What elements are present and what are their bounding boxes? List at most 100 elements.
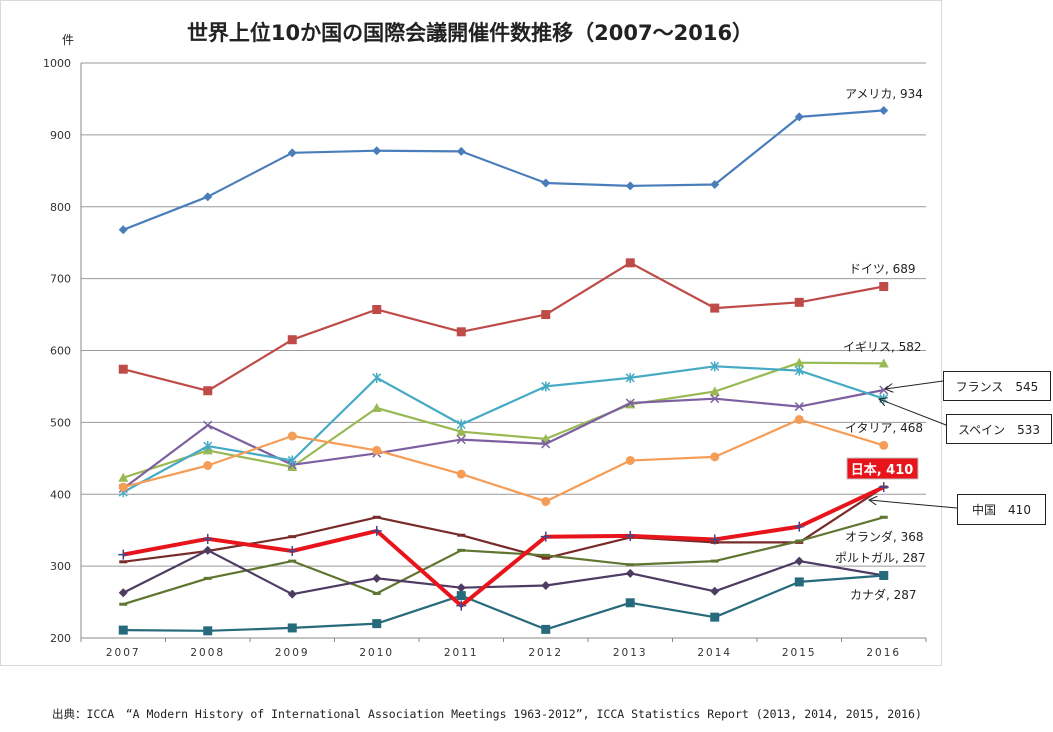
series-5-point-0 bbox=[118, 482, 128, 492]
series-1-point-8 bbox=[794, 297, 804, 307]
series-0-point-4 bbox=[456, 146, 466, 156]
series-9-point-3 bbox=[372, 573, 382, 583]
series-6-point-7 bbox=[709, 534, 720, 545]
label-italy: イタリア, 468 bbox=[845, 421, 923, 435]
label-portugal: ポルトガル, 287 bbox=[835, 551, 926, 565]
y-tick-400: 400 bbox=[50, 488, 71, 501]
series-4-point-2 bbox=[287, 455, 297, 466]
series-2-point-3 bbox=[371, 403, 382, 412]
callout-france: フランス 545 bbox=[943, 371, 1051, 401]
series-4-point-7 bbox=[710, 361, 720, 372]
series-1-line bbox=[123, 261, 885, 392]
series-3-point-5 bbox=[541, 439, 551, 449]
series-0-point-3 bbox=[372, 146, 382, 156]
series-4-point-1 bbox=[203, 441, 213, 452]
callout-france-text: フランス 545 bbox=[955, 379, 1039, 394]
series-10-point-0 bbox=[118, 625, 128, 635]
callout-spain-text: スペイン 533 bbox=[957, 422, 1041, 437]
series-5-point-4 bbox=[456, 469, 466, 479]
series-10-point-3 bbox=[372, 619, 382, 629]
x-tick-2011: 2011 bbox=[444, 647, 479, 659]
series-9-point-1 bbox=[203, 545, 213, 555]
series-9-point-2 bbox=[287, 589, 297, 599]
series-10-point-1 bbox=[203, 626, 213, 636]
label-canada: カナダ, 287 bbox=[850, 587, 917, 602]
x-tick-2013: 2013 bbox=[613, 647, 648, 659]
series-6-point-8 bbox=[794, 521, 805, 532]
source-citation: 出典：ICCA “A Modern History of Internation… bbox=[52, 707, 922, 721]
label-netherlands: オランダ, 368 bbox=[845, 529, 924, 544]
series-5-point-9 bbox=[879, 440, 889, 450]
series-1-point-9 bbox=[879, 282, 889, 292]
series-1-point-4 bbox=[456, 327, 466, 337]
series-10-line bbox=[123, 574, 884, 632]
series-1-point-3 bbox=[372, 305, 382, 315]
series-3 bbox=[118, 385, 889, 494]
chart-frame bbox=[0, 0, 942, 666]
series-4-point-6 bbox=[625, 372, 635, 383]
series-0 bbox=[118, 105, 889, 235]
series-9-point-5 bbox=[541, 581, 551, 591]
series-0-line bbox=[122, 109, 884, 231]
series-6-point-1 bbox=[202, 533, 213, 544]
y-tick-600: 600 bbox=[50, 345, 71, 358]
y-tick-500: 500 bbox=[50, 416, 71, 429]
series-1-point-1 bbox=[203, 386, 213, 396]
x-tick-2009: 2009 bbox=[275, 647, 310, 659]
series-1-point-5 bbox=[541, 310, 551, 320]
series-2-point-0 bbox=[118, 472, 129, 482]
series-3-point-6 bbox=[625, 398, 635, 408]
y-tick-800: 800 bbox=[50, 201, 71, 214]
japan-label-bg bbox=[846, 457, 919, 480]
series-2-point-4 bbox=[456, 426, 467, 436]
series-6-point-3 bbox=[371, 525, 382, 536]
series-1-point-6 bbox=[625, 258, 635, 268]
series-7 bbox=[119, 485, 888, 564]
y-tick-200: 200 bbox=[50, 632, 71, 645]
x-tick-2008: 2008 bbox=[190, 647, 225, 659]
series-3-point-8 bbox=[794, 402, 804, 412]
series-0-point-7 bbox=[710, 179, 720, 189]
y-tick-300: 300 bbox=[50, 560, 71, 573]
series-0-point-5 bbox=[541, 178, 551, 188]
series-3-point-1 bbox=[203, 420, 213, 430]
x-tick-2012: 2012 bbox=[528, 647, 563, 659]
series-10-point-4 bbox=[456, 591, 466, 601]
series-0-point-1 bbox=[203, 192, 213, 202]
series-10-point-7 bbox=[710, 612, 720, 622]
series-5-point-8 bbox=[794, 415, 804, 424]
series-5-point-3 bbox=[372, 445, 382, 455]
series-6-line bbox=[122, 485, 885, 608]
series-1-point-2 bbox=[287, 335, 297, 345]
series-0-point-2 bbox=[287, 148, 297, 158]
series-2-point-2 bbox=[287, 461, 298, 471]
series-1-point-7 bbox=[710, 303, 720, 313]
series-8 bbox=[119, 515, 888, 606]
series-5-point-6 bbox=[625, 455, 635, 465]
series-10-point-8 bbox=[794, 577, 804, 587]
callout-china-text: 中国 410 bbox=[972, 503, 1031, 517]
series-1-point-0 bbox=[118, 364, 128, 374]
y-tick-900: 900 bbox=[50, 129, 71, 142]
series-5 bbox=[118, 415, 889, 506]
line-chart: 世界上位10か国の国際会議開催件数推移（2007～2016） 件 200 300 4… bbox=[43, 21, 927, 659]
series-5-line bbox=[123, 418, 885, 503]
series-4-point-5 bbox=[541, 381, 551, 392]
series-9-line bbox=[122, 549, 884, 596]
label-uk: イギリス, 582 bbox=[843, 340, 922, 354]
series-8-line bbox=[122, 516, 885, 606]
series-7-line bbox=[123, 486, 885, 563]
series-9-point-4 bbox=[456, 583, 466, 593]
series-6-point-6 bbox=[625, 530, 636, 541]
series-6-point-4 bbox=[456, 600, 467, 611]
x-tick-2014: 2014 bbox=[697, 647, 732, 659]
label-japan: 日本, 410 bbox=[851, 462, 914, 478]
y-tick-700: 700 bbox=[50, 273, 71, 286]
series-4-point-3 bbox=[372, 372, 382, 383]
series-6-point-2 bbox=[287, 546, 298, 557]
chart-title: 世界上位10か国の国際会議開催件数推移（2007～2016） bbox=[187, 21, 753, 45]
series-9 bbox=[118, 545, 889, 599]
series-5-point-1 bbox=[203, 461, 213, 470]
series-0-point-6 bbox=[625, 181, 635, 191]
callout-china: 中国 410 bbox=[957, 494, 1046, 525]
